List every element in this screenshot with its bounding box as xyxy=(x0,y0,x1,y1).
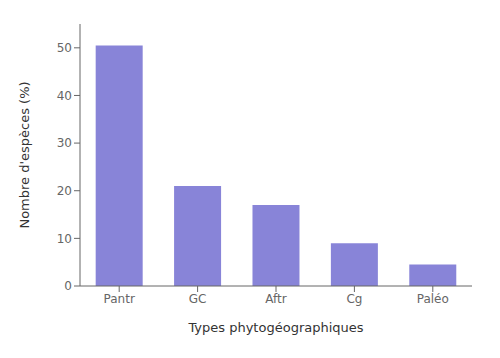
svg-text:Paléo: Paléo xyxy=(417,292,449,306)
svg-text:50: 50 xyxy=(57,41,72,55)
svg-text:Pantr: Pantr xyxy=(104,292,135,306)
svg-text:0: 0 xyxy=(64,279,72,293)
svg-text:Nombre d'espèces (%): Nombre d'espèces (%) xyxy=(17,81,32,228)
svg-text:20: 20 xyxy=(57,184,72,198)
svg-text:GC: GC xyxy=(189,292,207,306)
svg-text:Cg: Cg xyxy=(346,292,362,306)
svg-text:Aftr: Aftr xyxy=(265,292,287,306)
svg-text:Types phytogéographiques: Types phytogéographiques xyxy=(187,320,363,335)
svg-text:10: 10 xyxy=(57,232,72,246)
svg-text:40: 40 xyxy=(57,89,72,103)
svg-text:30: 30 xyxy=(57,136,72,150)
